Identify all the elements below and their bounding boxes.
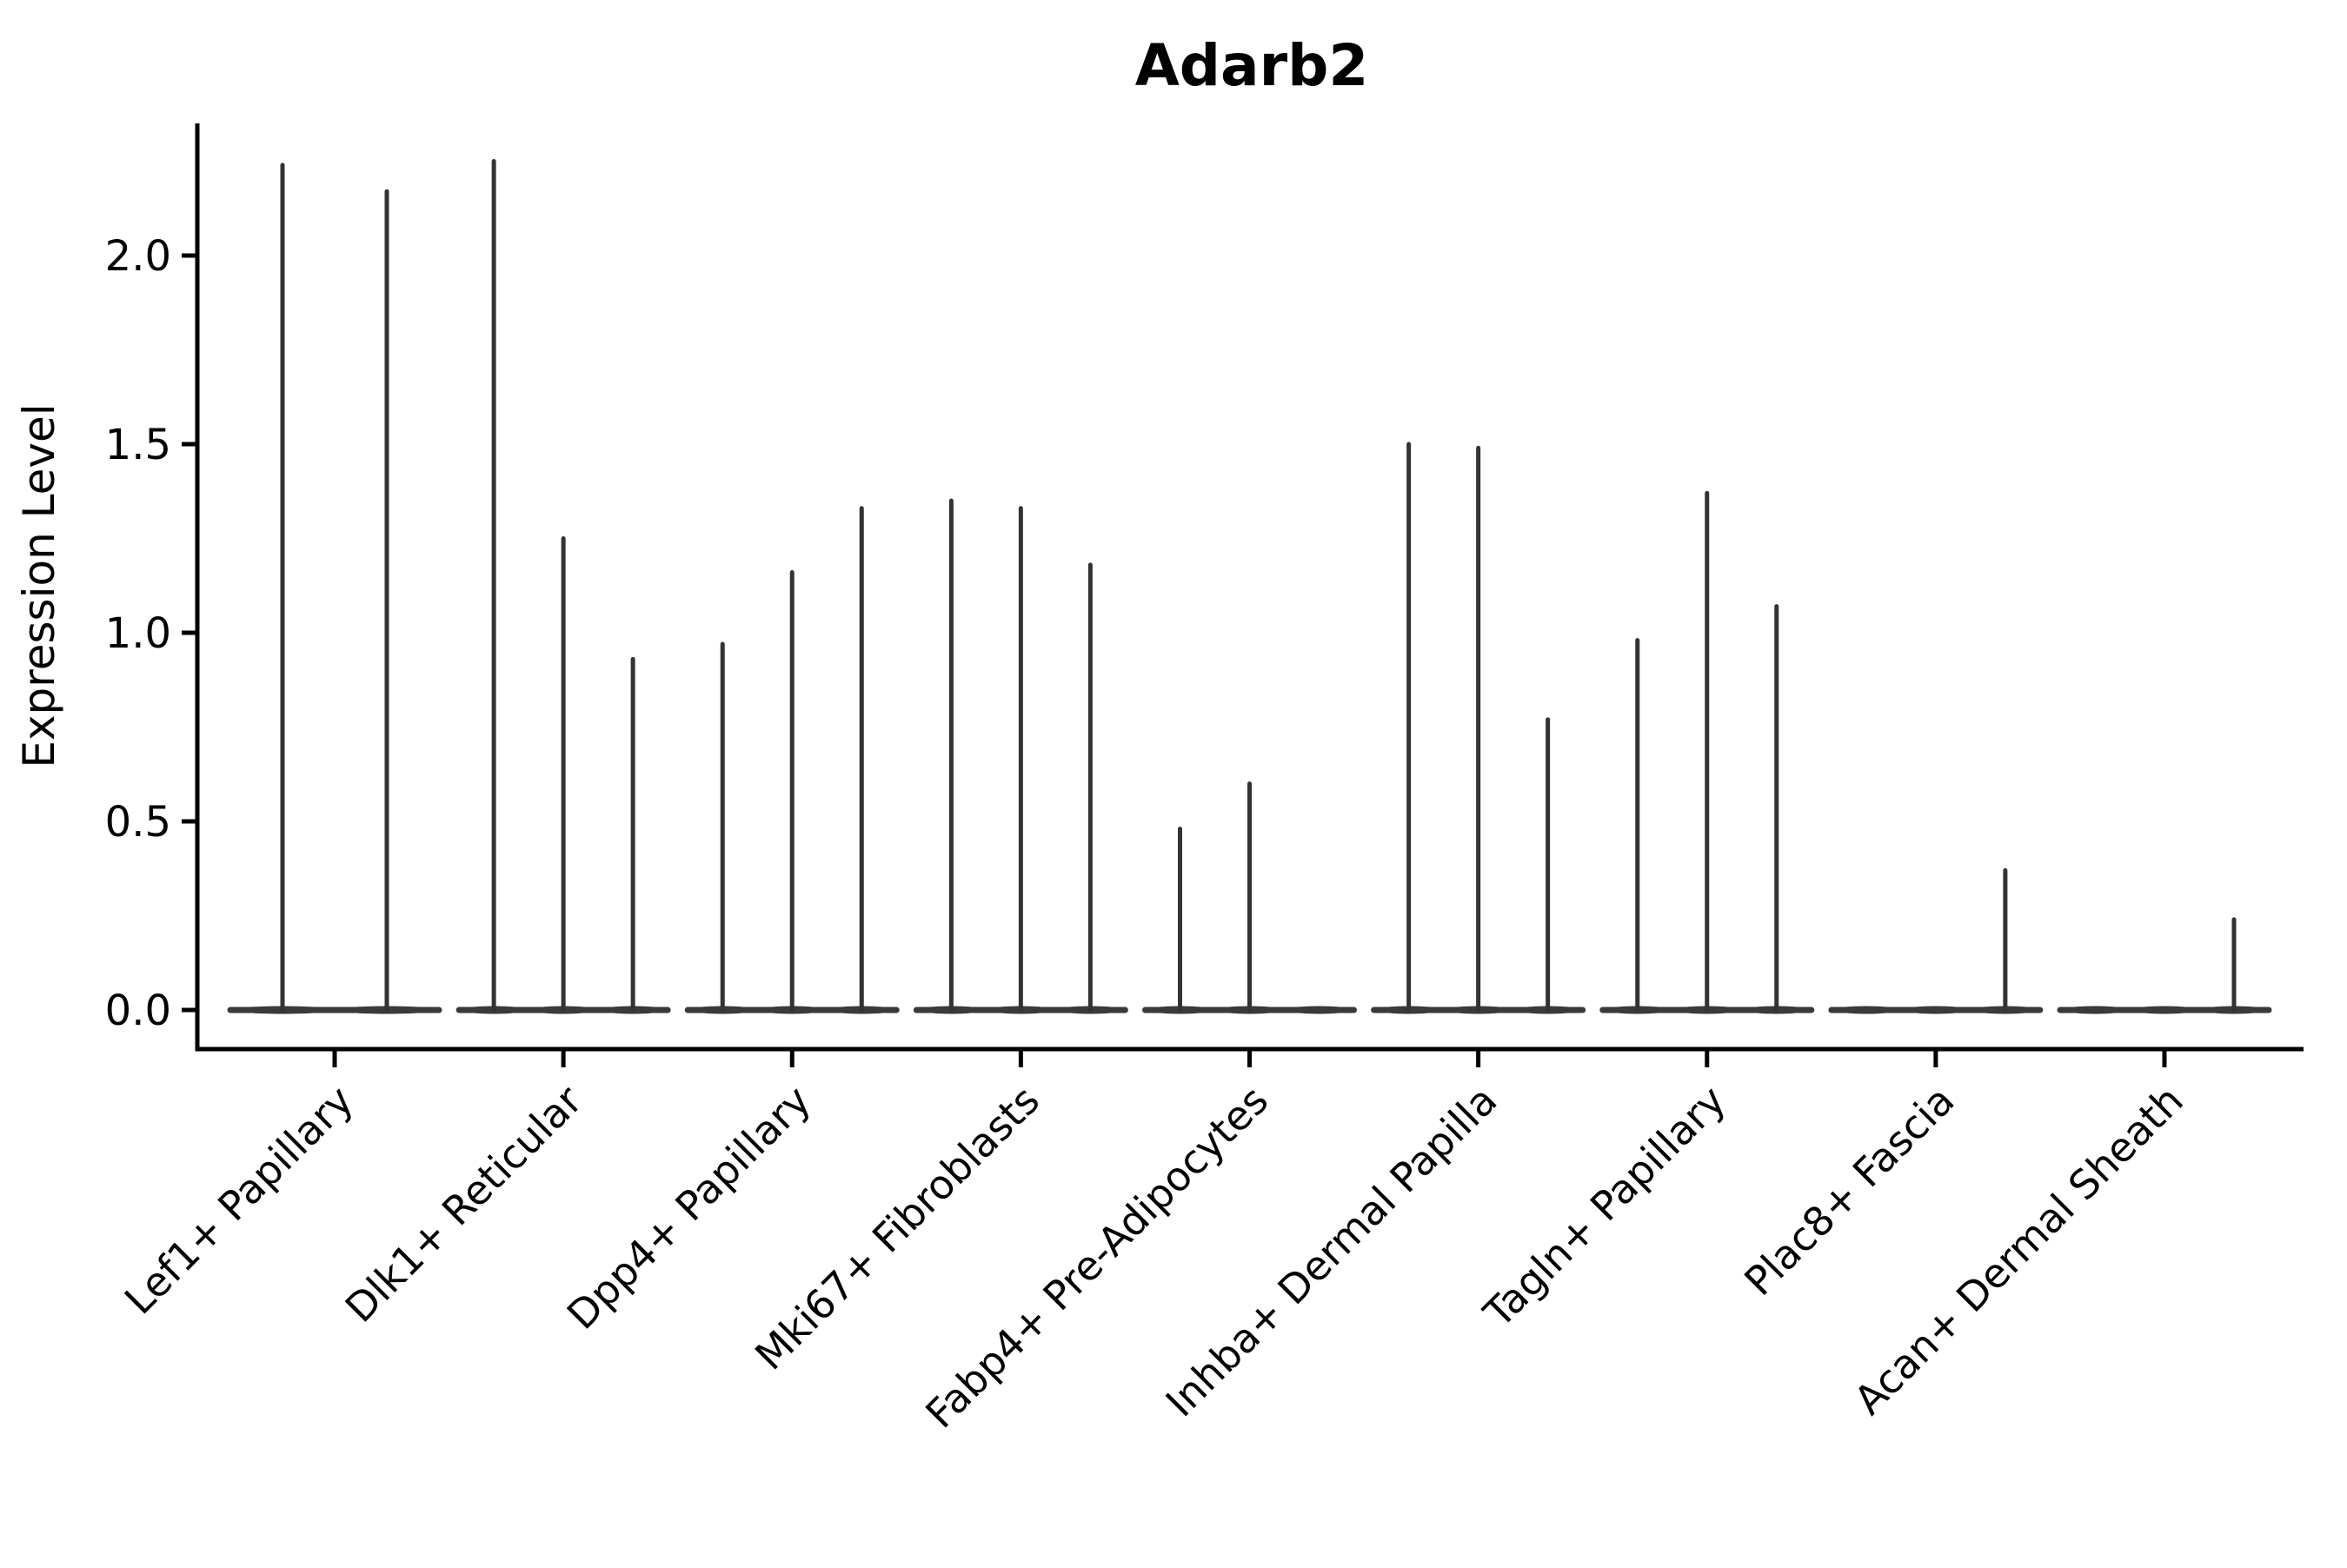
y-axis-tick-label: 2.0 [105, 232, 171, 281]
y-axis-label: Expression Level [14, 403, 64, 767]
x-axis-tick-label: Dlk1+ Reticular [336, 1077, 591, 1332]
violin-group [1142, 781, 1357, 1014]
x-axis-tick-label: Dpp4+ Papillary [558, 1077, 820, 1339]
violin-group [684, 506, 900, 1014]
violin-group [1599, 490, 1815, 1014]
x-axis-tick-label: Tagln+ Papillary [1474, 1077, 1735, 1338]
violin-base-bulge [1832, 1006, 1900, 1014]
violin-group [2057, 917, 2272, 1014]
violin-group [913, 498, 1128, 1014]
violin-group [455, 159, 671, 1014]
y-axis-tick-label: 1.0 [105, 609, 171, 658]
chart-title: Adarb2 [1135, 32, 1369, 99]
y-axis-ticks: 0.0 0.5 1.0 1.5 2.0 [105, 232, 197, 1035]
violin-base-bulge [1286, 1006, 1353, 1014]
x-axis-tick-label: Plac8+ Fascia [1735, 1077, 1963, 1305]
y-axis-tick-label: 0.5 [105, 798, 171, 847]
violin-group [1828, 867, 2044, 1014]
violin-group [1371, 442, 1586, 1014]
violin-base-bulge [2061, 1006, 2129, 1014]
violin-group [227, 163, 442, 1014]
y-axis-tick-label: 1.5 [105, 421, 171, 469]
y-axis-tick-label: 0.0 [105, 987, 171, 1035]
violin-base-bulge [2131, 1006, 2198, 1014]
violins-layer [227, 159, 2272, 1014]
x-axis-tick-label: Lef1+ Papillary [116, 1077, 362, 1324]
violin-base-bulge [1902, 1006, 1970, 1014]
